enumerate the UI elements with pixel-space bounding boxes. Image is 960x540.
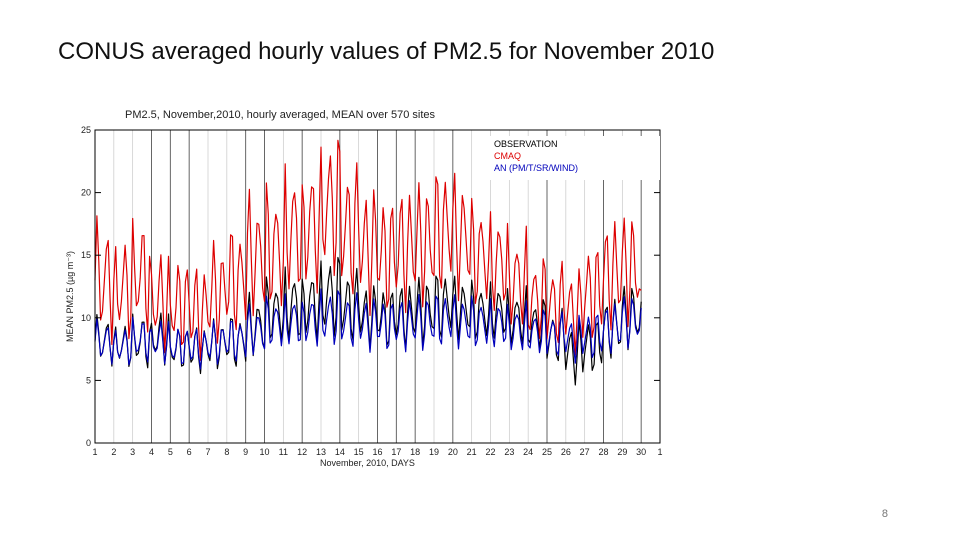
x-tick-label: 30 (636, 447, 646, 457)
x-tick-label: 14 (335, 447, 345, 457)
legend-box (490, 136, 660, 180)
x-tick-label: 15 (354, 447, 364, 457)
x-tick-label: 21 (467, 447, 477, 457)
legend-entry: AN (PM/T/SR/WIND) (494, 163, 578, 173)
y-axis-label: MEAN PM2.5 (µg m⁻³) (65, 251, 75, 342)
x-tick-label: 28 (598, 447, 608, 457)
x-tick-label: 22 (485, 447, 495, 457)
y-tick-label: 10 (81, 313, 91, 323)
x-tick-label: 5 (168, 447, 173, 457)
x-tick-label: 8 (224, 447, 229, 457)
x-axis-label: November, 2010, DAYS (320, 458, 415, 468)
x-tick-label: 24 (523, 447, 533, 457)
x-tick-label: 1 (657, 447, 662, 457)
x-tick-label: 9 (243, 447, 248, 457)
x-tick-label: 20 (448, 447, 458, 457)
x-tick-label: 7 (205, 447, 210, 457)
x-tick-label: 17 (391, 447, 401, 457)
y-tick-label: 0 (86, 438, 91, 448)
x-tick-label: 26 (561, 447, 571, 457)
legend-entry: OBSERVATION (494, 139, 558, 149)
plot-frame (94, 129, 661, 444)
y-tick-label: 5 (86, 375, 91, 385)
x-tick-label: 2 (111, 447, 116, 457)
y-tick-label: 15 (81, 250, 91, 260)
y-tick-label: 25 (81, 125, 91, 135)
x-tick-label: 13 (316, 447, 326, 457)
x-tick-label: 1 (92, 447, 97, 457)
x-tick-label: 27 (580, 447, 590, 457)
x-tick-label: 11 (279, 447, 288, 457)
x-tick-label: 29 (617, 447, 627, 457)
x-tick-label: 23 (504, 447, 514, 457)
chart-title: PM2.5, November,2010, hourly averaged, M… (125, 109, 435, 121)
slide-title: CONUS averaged hourly values of PM2.5 fo… (58, 38, 715, 65)
x-tick-label: 25 (542, 447, 552, 457)
series-line-an (94, 288, 642, 370)
x-tick-label: 12 (297, 447, 307, 457)
y-tick-label: 20 (81, 188, 91, 198)
x-tick-label: 3 (130, 447, 135, 457)
x-tick-label: 10 (259, 447, 269, 457)
legend-entry: CMAQ (494, 151, 521, 161)
series-line-cmaq (94, 139, 642, 361)
x-tick-label: 18 (410, 447, 420, 457)
x-tick-label: 19 (429, 447, 439, 457)
x-tick-label: 16 (372, 447, 382, 457)
x-tick-label: 6 (187, 447, 192, 457)
x-tick-label: 4 (149, 447, 154, 457)
slide-number: 8 (881, 508, 888, 520)
